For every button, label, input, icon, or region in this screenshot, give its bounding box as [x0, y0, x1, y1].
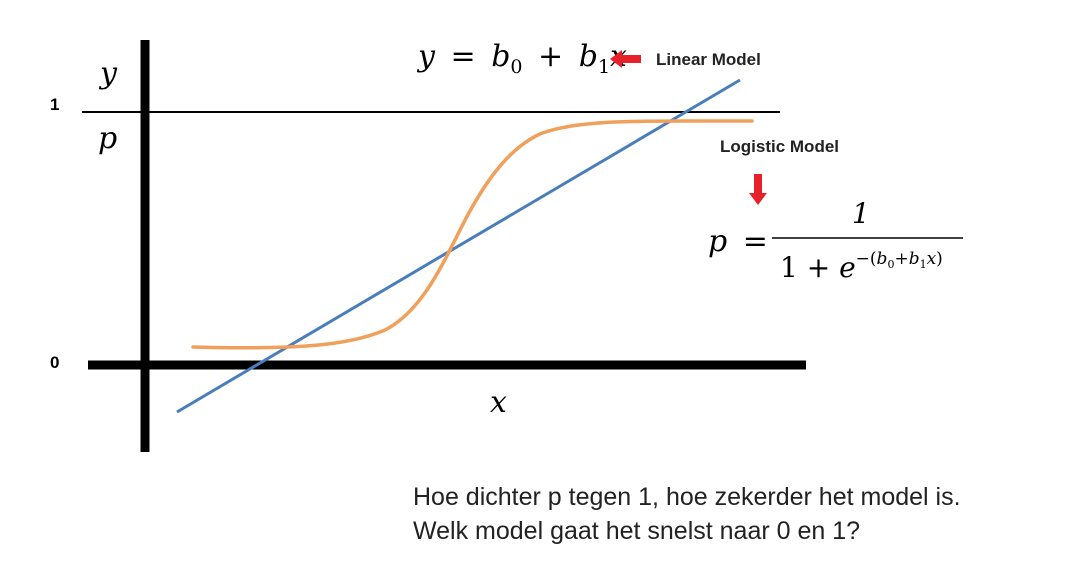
arrow-down-icon: [749, 174, 767, 205]
linear-model-equation: y = b0 + b1x: [416, 39, 627, 81]
x-axis-label: x: [490, 385, 507, 420]
tick-label-zero: 0: [50, 353, 59, 372]
caption-line-2: Welk model gaat het snelst naar 0 en 1?: [413, 517, 861, 545]
linear-model-line: [176, 78, 741, 414]
linear-model-label: Linear Model: [656, 50, 761, 69]
svg-text:1: 1: [852, 197, 870, 230]
svg-text:p =: p =: [708, 224, 768, 259]
logistic-model-curve: [191, 119, 754, 350]
tick-label-one: 1: [50, 95, 59, 114]
logistic-model-label: Logistic Model: [720, 137, 839, 156]
logistic-model-equation: p = 1 1 + e−(b0+b1x): [708, 197, 963, 284]
svg-text:1 + e−(b0+b1x): 1 + e−(b0+b1x): [780, 249, 943, 284]
arrow-left-icon: [610, 50, 641, 68]
p-axis-label: p: [98, 121, 117, 156]
caption: Hoe dichter p tegen 1, hoe zekerder het …: [413, 480, 961, 548]
y-axis-label: y: [98, 56, 118, 91]
caption-line-1: Hoe dichter p tegen 1, hoe zekerder het …: [413, 483, 961, 511]
